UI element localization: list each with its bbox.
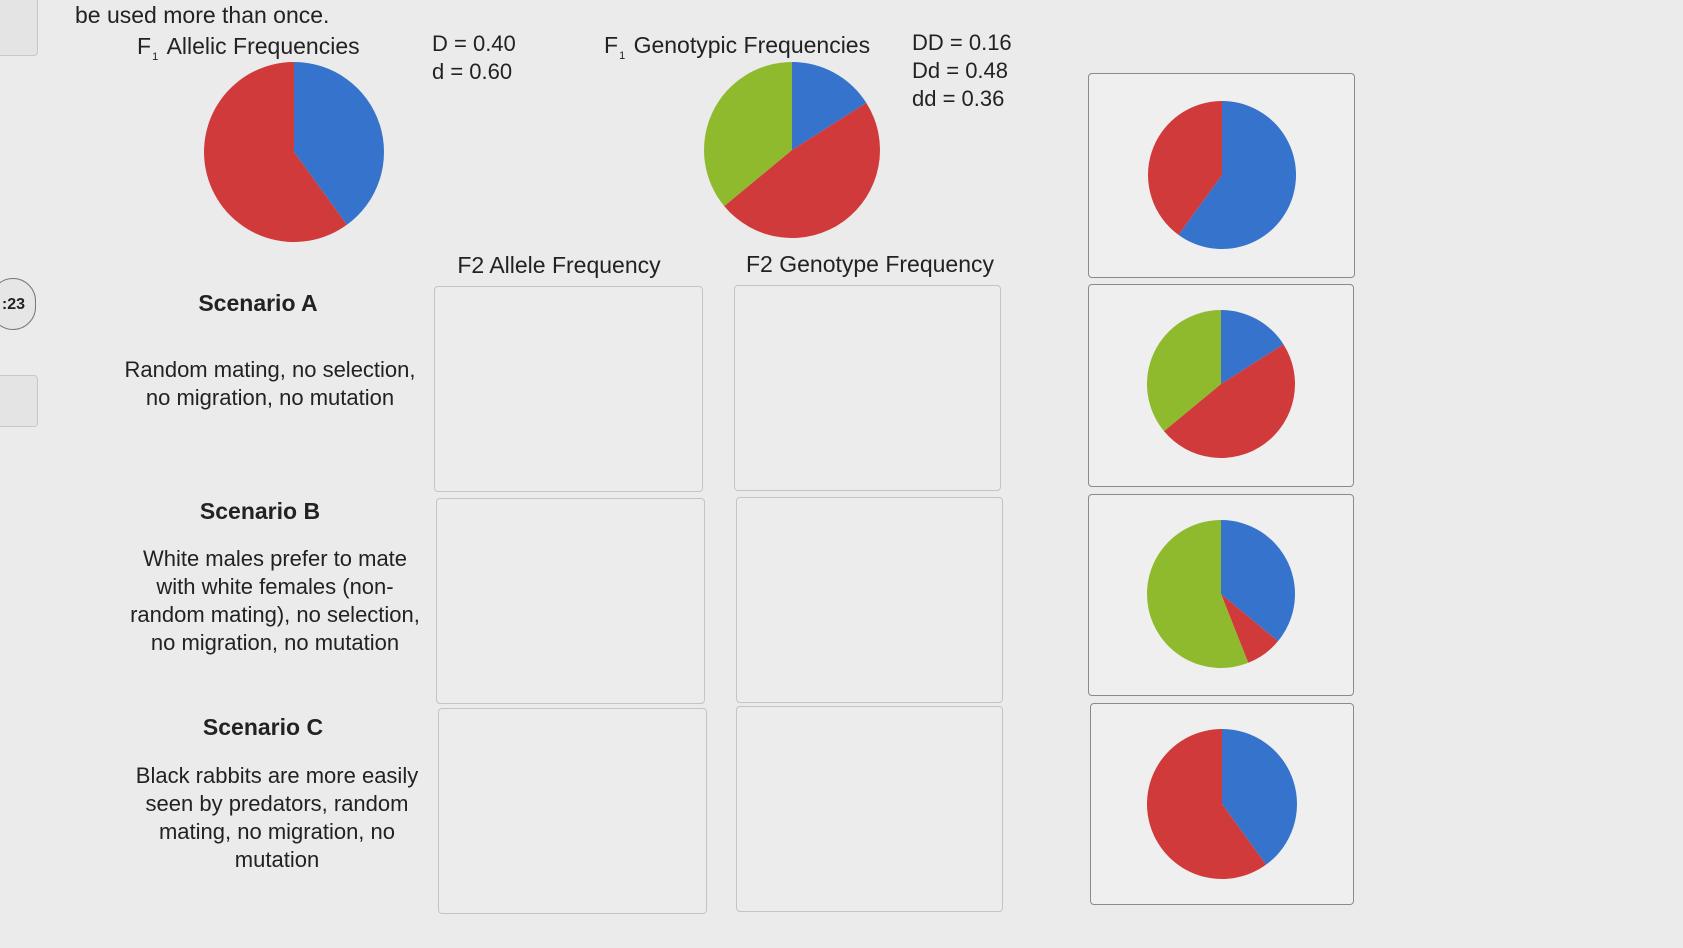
answer-tile-2-slice-2	[1163, 344, 1295, 458]
f1-allelic-slice-D	[294, 62, 384, 225]
scenario-b-line: with white females (non-	[156, 574, 394, 599]
column-header-genotype: F2 Genotype Frequency	[745, 251, 995, 277]
answer-tile-3[interactable]	[1088, 494, 1354, 696]
f1-allelic-title-prefix: F	[137, 33, 152, 59]
f1-allelic-title: F1 Allelic Frequencies	[137, 33, 360, 63]
scenario-a-line: Random mating, no selection,	[124, 357, 416, 382]
instructions-text: be used more than once.	[75, 2, 330, 28]
f1-genotypic-title-rest: Genotypic Frequencies	[633, 32, 871, 58]
scenario-c-line: seen by predators, random	[145, 791, 409, 816]
answer-tile-2-slice-1	[1221, 310, 1284, 384]
answer-tile-3-slice-2	[1221, 594, 1279, 663]
answer-tile-1-slice-1	[1178, 101, 1296, 249]
answer-tile-4-slice-2	[1147, 729, 1267, 879]
answer-tile-2-slice-3	[1147, 310, 1221, 432]
drop-zone-scenario-b-allele[interactable]	[436, 498, 705, 704]
scenario-a-title: Scenario A	[198, 290, 318, 316]
f1-genotypic-value: Dd = 0.48	[912, 58, 1009, 83]
answer-tile-4-pie-chart	[1147, 729, 1297, 879]
drop-zone-scenario-b-genotype[interactable]	[736, 497, 1003, 703]
f1-genotypic-title: F1 Genotypic Frequencies	[604, 32, 871, 62]
f1-genotypic-values: DD = 0.16 Dd = 0.48 dd = 0.36	[912, 29, 1012, 113]
answer-tile-1-slice-2	[1148, 101, 1222, 235]
f1-genotypic-slice-dd	[704, 62, 792, 207]
answer-tile-1[interactable]	[1088, 73, 1355, 278]
answer-tile-2[interactable]	[1088, 284, 1354, 487]
drop-zone-scenario-a-allele[interactable]	[434, 286, 703, 492]
f1-allelic-value: d = 0.60	[432, 59, 513, 84]
timer-badge: :23	[0, 278, 36, 330]
scenario-b-title: Scenario B	[199, 498, 321, 524]
answer-tile-4-slice-1	[1222, 729, 1297, 865]
column-header-allele: F2 Allele Frequency	[457, 252, 661, 278]
drop-zone-scenario-a-genotype[interactable]	[734, 285, 1001, 491]
answer-tile-2-pie-chart	[1147, 310, 1295, 458]
scenario-c-line: Black rabbits are more easily	[135, 763, 419, 788]
scenario-a-description: Random mating, no selection, no migratio…	[105, 356, 435, 412]
f1-genotypic-pie-chart	[704, 62, 880, 238]
answer-tile-3-slice-3	[1147, 520, 1249, 668]
scenario-b-description: White males prefer to mate with white fe…	[110, 545, 440, 657]
scenario-b-line: White males prefer to mate	[142, 546, 408, 571]
f1-genotypic-slice-Dd	[724, 102, 880, 238]
f1-allelic-pie-chart	[204, 62, 384, 242]
drop-zone-scenario-c-allele[interactable]	[438, 708, 707, 914]
scenario-b-line: random mating), no selection,	[130, 602, 420, 627]
scenario-c-line: mutation	[234, 847, 320, 872]
f1-genotypic-value: dd = 0.36	[912, 86, 1005, 111]
f1-allelic-value: D = 0.40	[432, 31, 516, 56]
scenario-c-line: mating, no migration, no	[158, 819, 396, 844]
f1-genotypic-value: DD = 0.16	[912, 30, 1012, 55]
f1-allelic-values: D = 0.40 d = 0.60	[432, 30, 516, 86]
f1-allelic-title-rest: Allelic Frequencies	[166, 33, 360, 59]
scenario-c-title: Scenario C	[202, 714, 324, 740]
answer-tile-3-slice-1	[1221, 520, 1295, 642]
f1-genotypic-slice-DD	[792, 62, 867, 150]
drop-zone-scenario-c-genotype[interactable]	[736, 706, 1003, 912]
f1-genotypic-title-sub: 1	[619, 50, 626, 62]
f1-allelic-title-sub: 1	[152, 51, 159, 63]
scenario-a-line: no migration, no mutation	[145, 385, 395, 410]
left-edge-panel-top	[0, 0, 38, 56]
answer-tile-1-pie-chart	[1148, 101, 1296, 249]
f1-allelic-slice-d	[204, 62, 347, 242]
left-edge-panel-bottom	[0, 375, 38, 427]
f1-genotypic-title-prefix: F	[604, 32, 619, 58]
answer-tile-3-pie-chart	[1147, 520, 1295, 668]
scenario-c-description: Black rabbits are more easily seen by pr…	[112, 762, 442, 874]
scenario-b-line: no migration, no mutation	[150, 630, 400, 655]
answer-tile-4[interactable]	[1090, 703, 1354, 905]
